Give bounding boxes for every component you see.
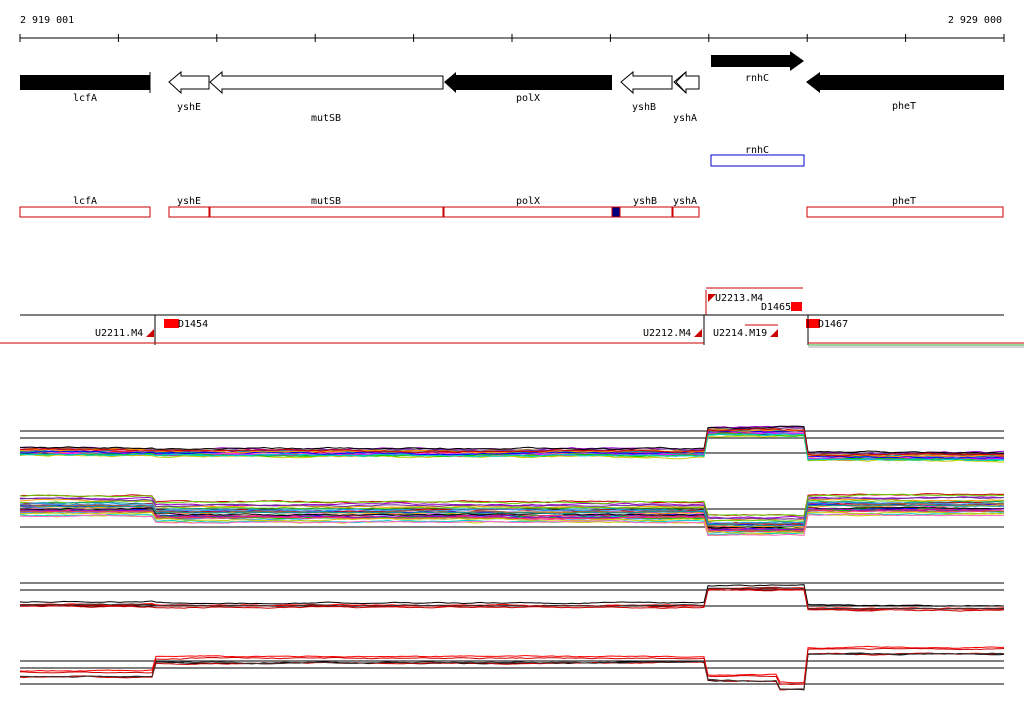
- gene-label-pheT: pheT: [892, 101, 916, 112]
- transcript-label-D1454: D1454: [178, 319, 208, 330]
- signal-trace: [19, 587, 1004, 611]
- ruler-end-label: 2 929 000: [948, 15, 1002, 26]
- annotation-label-pheT: pheT: [892, 196, 916, 207]
- gene-arrow-yshE[interactable]: [168, 70, 210, 95]
- expression-panel-4: [19, 645, 1005, 691]
- signal-trace: [19, 501, 1005, 526]
- annotation-label-yshE: yshE: [177, 196, 201, 207]
- signal-trace: [19, 434, 1005, 463]
- gene-arrow-lcfA[interactable]: [20, 75, 150, 90]
- transcript-marker-D1454[interactable]: [164, 319, 179, 328]
- signal-trace: [19, 430, 1005, 459]
- panel4-traces: [19, 645, 1005, 691]
- annotation-box-yshE[interactable]: [168, 206, 210, 218]
- gene-label-yshE: yshE: [177, 102, 201, 113]
- gene-label-lcfA: lcfA: [73, 93, 97, 104]
- signal-trace: [19, 652, 1005, 690]
- signal-trace: [20, 647, 1005, 686]
- signal-trace: [19, 645, 1005, 684]
- signal-trace: [19, 433, 1005, 462]
- annotation-box-polX[interactable]: [443, 206, 613, 218]
- gene-arrow-polX[interactable]: [444, 72, 612, 93]
- annotation-box-pheT[interactable]: [806, 206, 1004, 218]
- annotation-box-lcfA[interactable]: [19, 206, 151, 218]
- signal-trace: [19, 501, 1005, 525]
- panel2-traces: [19, 493, 1005, 537]
- transcript-label-U2212: U2212.M4: [643, 328, 691, 339]
- transcript-label-U2211: U2211.M4: [95, 328, 143, 339]
- transcript-label-D1465: D1465: [761, 302, 791, 313]
- signal-trace: [19, 499, 1005, 523]
- transcript-track: U2213.M4 D1465 U2211.M4 D1454 U2212.M4 U…: [0, 287, 1024, 348]
- signal-trace: [19, 425, 1005, 454]
- transcript-marker-D1465[interactable]: [791, 302, 802, 311]
- transcript-label-U2214: U2214.M19: [713, 328, 767, 339]
- annotation-label-rnhC: rnhC: [745, 145, 769, 156]
- transcript-end-marker-U2211: [146, 329, 154, 337]
- panel3-traces: [19, 584, 1005, 612]
- transcript-label-D1467: D1467: [818, 319, 848, 330]
- annotation-label-yshA: yshA: [673, 196, 697, 207]
- signal-trace: [20, 589, 1005, 612]
- gene-arrow-yshA[interactable]: [673, 70, 700, 95]
- signal-trace: [19, 584, 1005, 607]
- annotation-label-lcfA: lcfA: [73, 196, 97, 207]
- transcript-end-marker-U2214: [770, 329, 778, 337]
- annotation-label-polX: polX: [516, 196, 540, 207]
- annotation-box-mutSB[interactable]: [209, 206, 444, 218]
- signal-trace: [19, 509, 1005, 533]
- gene-label-mutSB: mutSB: [311, 113, 341, 124]
- signal-trace: [19, 496, 1005, 519]
- annotation-box-rnhC[interactable]: [710, 154, 805, 167]
- signal-trace: [19, 652, 1005, 691]
- signal-trace: [19, 496, 1005, 520]
- gene-track: lcfA yshE mutSB polX yshB yshA pheT rnhC: [20, 51, 1004, 124]
- annotation-label-yshB: yshB: [633, 196, 657, 207]
- signal-trace: [19, 587, 1005, 610]
- signal-trace: [19, 513, 1005, 536]
- ruler-start-label: 2 919 001: [20, 15, 74, 26]
- transcript-label-U2213: U2213.M4: [715, 293, 763, 304]
- expression-panel-3: [19, 582, 1005, 612]
- expression-panel-2: [19, 493, 1005, 537]
- annotation-box-yshB[interactable]: [619, 206, 673, 218]
- signal-trace: [20, 428, 1004, 457]
- panel1-traces: [19, 425, 1005, 463]
- signal-trace: [19, 511, 1004, 535]
- transcript-start-marker: [708, 294, 716, 302]
- gene-label-rnhC: rnhC: [745, 73, 769, 84]
- annotation-label-mutSB: mutSB: [311, 196, 341, 207]
- annotation-box-yshA[interactable]: [672, 206, 700, 218]
- signal-trace: [19, 504, 1005, 527]
- gene-arrow-yshA-head: [675, 71, 687, 94]
- gene-label-yshB: yshB: [632, 102, 656, 113]
- gene-arrow-yshB[interactable]: [620, 70, 673, 95]
- coordinate-ruler: 2 919 001 2 929 000: [19, 15, 1005, 42]
- gene-arrow-rnhC[interactable]: [711, 51, 804, 71]
- signal-trace: [19, 493, 1005, 517]
- expression-panel-1: [19, 425, 1005, 463]
- transcript-marker-D1467[interactable]: [806, 319, 820, 328]
- signal-trace: [19, 493, 1005, 517]
- annotation-highlight-block[interactable]: [611, 206, 621, 218]
- annotation-track: rnhC lcfA yshE mutSB polX yshB yshA pheT: [19, 145, 1004, 218]
- ruler-ticks: [19, 34, 1005, 42]
- gene-label-polX: polX: [516, 93, 540, 104]
- gene-arrow-mutSB[interactable]: [209, 70, 444, 95]
- gene-label-yshA: yshA: [673, 113, 697, 124]
- gene-arrow-pheT[interactable]: [806, 72, 1004, 93]
- transcript-end-marker-U2212: [694, 329, 702, 337]
